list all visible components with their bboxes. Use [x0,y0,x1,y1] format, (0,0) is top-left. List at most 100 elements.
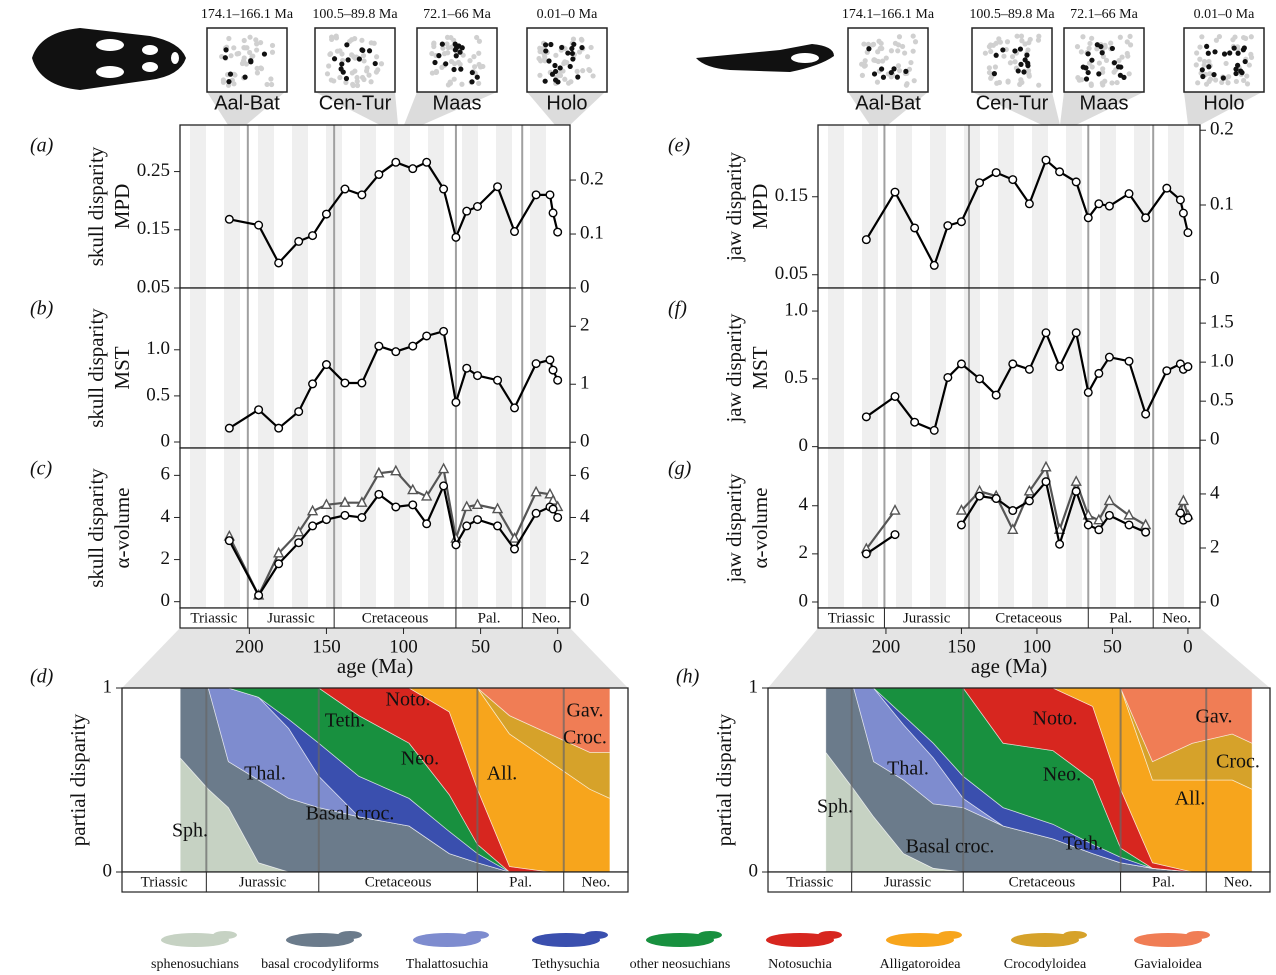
series-line [228,466,559,598]
point [1071,486,1081,496]
inset-point [354,82,361,89]
inset-point [1246,62,1252,68]
inset-point [903,68,909,74]
inset-point [988,48,994,55]
inset-point [1087,40,1093,47]
period-label: Pal. [1109,610,1132,626]
inset-point [875,58,881,65]
inset-point [268,81,275,88]
y-tick-label: 6 [161,464,171,485]
point [439,184,449,194]
y2-tick-label: 2 [580,548,590,569]
panel-label: (c) [30,458,53,480]
period-bar [817,607,1201,629]
inset-point [1248,34,1254,40]
inset-point [891,66,897,72]
y2-tick-label: 0.1 [1210,193,1234,214]
inset-point [894,74,900,80]
panel-label: (e) [668,135,691,157]
stage-stripe [828,125,844,288]
y-tick-label: 2 [799,542,809,563]
inset-point [254,70,261,76]
skull-silhouette [32,28,186,90]
point [1162,366,1172,376]
x-tick-label: 100 [1023,636,1052,657]
point [1104,510,1114,520]
inset-point [1094,42,1100,48]
inset-point [902,50,908,56]
inset-point [368,40,374,46]
point [294,407,304,417]
inset-point [1012,59,1018,65]
inset-point [258,65,264,71]
y-axis-label: MPD [748,184,772,230]
inset-point [570,56,576,62]
inset-point [474,74,480,80]
inset-point [910,48,916,54]
point [955,504,968,515]
y-axis-label: partial disparity [66,713,90,846]
inset-point [1074,44,1081,50]
connector [404,92,497,125]
inset-point [552,68,559,75]
period-label: Neo. [1224,874,1253,890]
point [391,502,401,512]
point [1094,199,1104,209]
inset-point [1083,76,1090,82]
inset-point [1094,46,1100,52]
inset-point [553,52,559,58]
point [1093,513,1105,525]
y-tick-label: 0 [799,590,809,611]
point [1103,494,1116,506]
inset-point [248,59,254,65]
point [356,496,368,507]
inset-point [1019,79,1025,86]
inset-point [892,40,899,46]
inset-point [452,41,458,47]
inset-point [986,69,993,76]
inset-point [1241,45,1247,51]
inset-point [356,56,362,62]
connector [1184,92,1262,125]
inset-point [254,47,260,53]
point [1040,460,1052,472]
point [1162,183,1172,193]
point [254,220,264,230]
stage-stripe [828,448,844,608]
inset-point [1206,58,1212,65]
inset-point [1223,60,1229,67]
legend-icon [646,933,714,947]
inset-point [870,41,877,47]
inset-point [331,56,338,62]
stage-stripe [930,448,946,608]
point [1024,496,1034,506]
stage-stripe [190,125,206,288]
legend-icon [886,933,954,947]
inset-point [429,50,435,57]
y-tick-label: 0 [161,430,171,451]
point [493,182,503,192]
point [1041,328,1051,338]
point [1175,195,1185,205]
inset-range: 174.1–166.1 Ma [201,7,294,22]
inset-point [476,50,482,56]
inset-point [451,66,457,73]
y2-tick-label: 1.5 [1210,311,1234,332]
inset-point [343,75,350,82]
series-line [229,160,559,265]
inset-point [476,80,482,86]
period-label: Cretaceous [365,874,432,890]
inset-label: Holo [1203,92,1244,114]
inset-point [474,34,480,41]
legend-icon-head [1063,931,1087,939]
legend-label: Thalattosuchia [406,957,489,972]
inset-point [349,37,355,43]
inset-point [366,48,373,54]
point [391,347,401,357]
point [1008,359,1018,369]
legend-label: Gavialoidea [1134,957,1202,972]
inset-point [334,48,341,54]
inset-point [880,74,887,80]
point [308,231,318,241]
y-axis-label: MST [748,346,772,389]
